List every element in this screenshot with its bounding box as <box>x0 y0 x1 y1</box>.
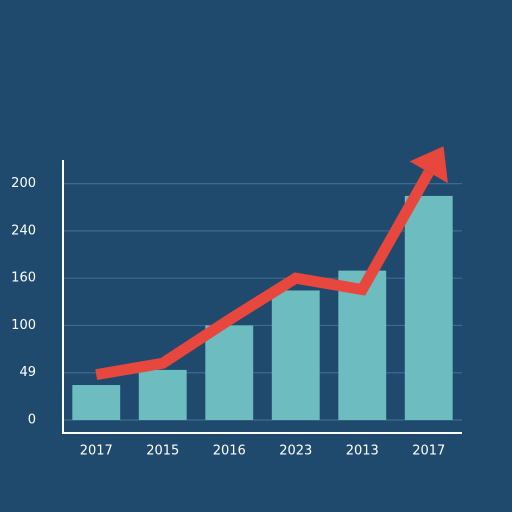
bar <box>338 270 387 420</box>
x-tick-label: 2016 <box>213 444 246 459</box>
arrow-head <box>409 146 448 184</box>
bar <box>404 195 453 420</box>
bars <box>72 195 453 420</box>
x-tick-label: 2017 <box>80 444 113 459</box>
x-tick-label: 2015 <box>146 444 179 459</box>
y-tick-label: 200 <box>11 176 36 191</box>
bar <box>72 385 121 420</box>
bar <box>138 369 187 420</box>
y-tick-label: 240 <box>11 223 36 238</box>
bar <box>271 290 320 420</box>
bar <box>205 325 254 420</box>
trend <box>95 146 448 381</box>
trend-line <box>95 169 434 381</box>
y-tick-label: 49 <box>19 365 36 380</box>
x-tick-label: 2013 <box>346 444 379 459</box>
y-tick-label: 100 <box>11 318 36 333</box>
labels: 0 49 100 160 240 200 2017 2015 2016 2023 2013 2017 <box>11 176 445 458</box>
y-tick-label: 0 <box>28 413 36 428</box>
x-tick-label: 2017 <box>412 444 445 459</box>
x-tick-label: 2023 <box>279 444 312 459</box>
y-tick-label: 160 <box>11 271 36 286</box>
